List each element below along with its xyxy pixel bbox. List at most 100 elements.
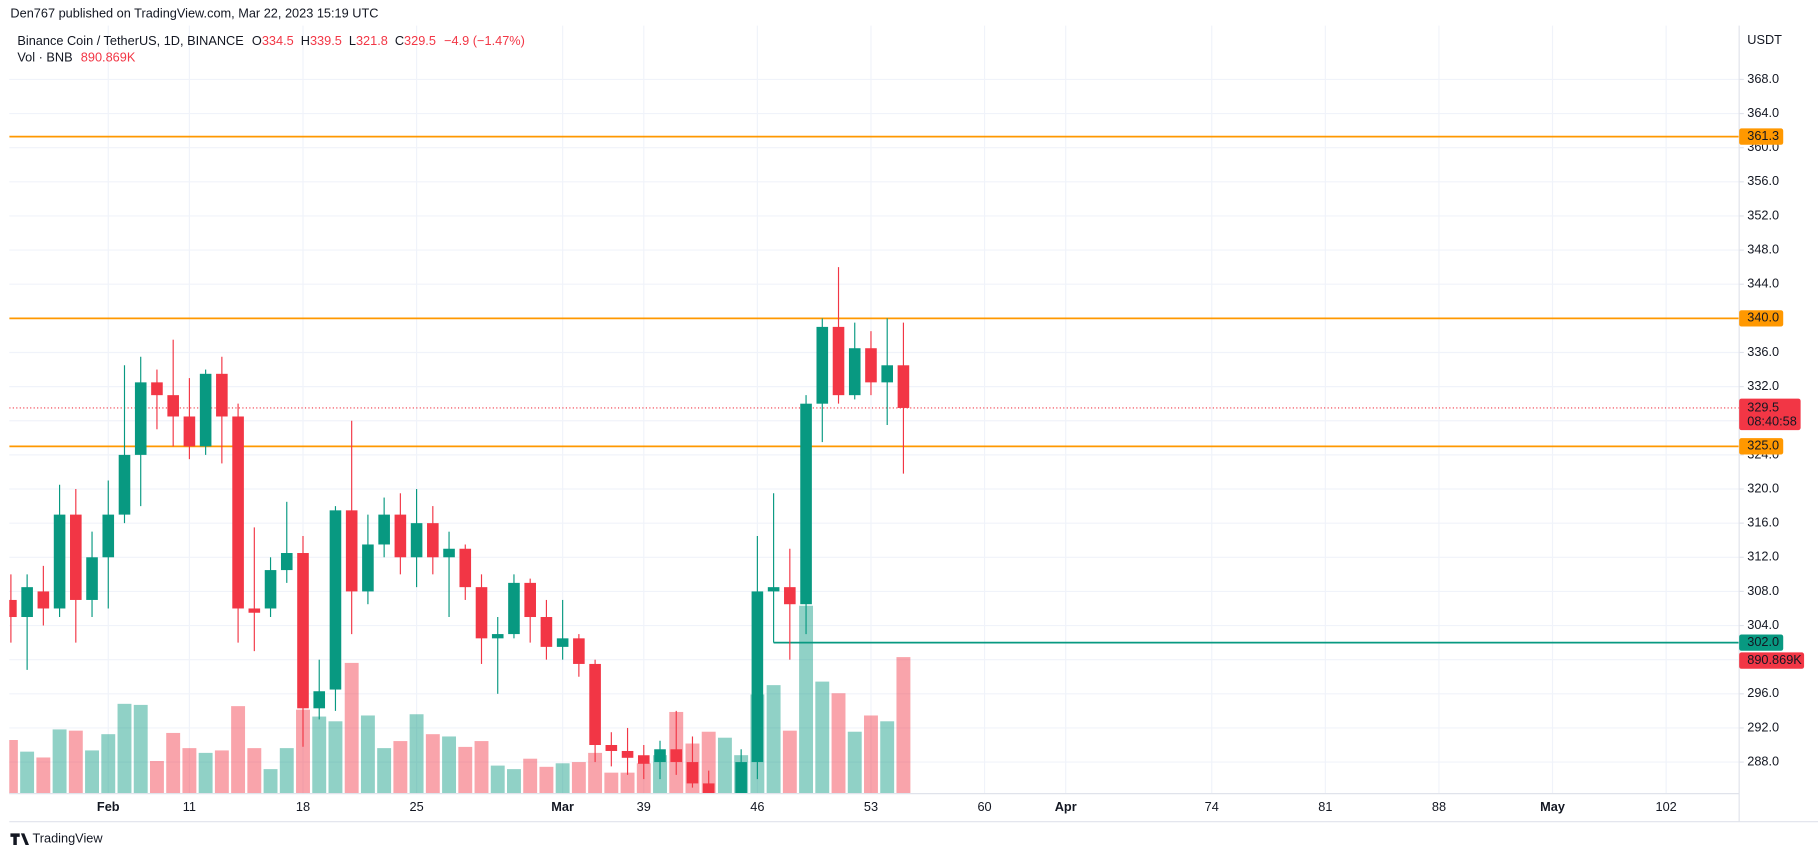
candle-body [524, 582, 536, 618]
volume-bar [571, 762, 586, 794]
volume-bar [458, 746, 473, 794]
candle-body [297, 553, 309, 709]
volume-bar [36, 757, 51, 794]
candle-body [345, 510, 358, 592]
volume-bar [182, 748, 197, 794]
volume-bar [328, 721, 343, 794]
candle-body [410, 523, 423, 558]
volume-bar [360, 715, 375, 794]
candle-body [800, 403, 812, 605]
candle-body [459, 548, 472, 588]
volume-bar [896, 657, 911, 794]
o-label: O [252, 33, 262, 48]
candle-body [394, 514, 407, 558]
y-tick-label: 296.0 [1747, 685, 1779, 700]
y-tick-label: 336.0 [1747, 344, 1779, 359]
candle-body [151, 382, 163, 396]
volume-bar [588, 752, 603, 794]
o-value: 334.5 [262, 33, 294, 48]
volume-bar [101, 734, 116, 794]
publisher: Den767 published on TradingView.com, Mar… [10, 5, 378, 20]
x-tick-label: 46 [750, 799, 764, 814]
volume-bar [701, 731, 716, 794]
y-tick-label: 288.0 [1747, 753, 1779, 768]
x-tick-label: 53 [864, 799, 878, 814]
candle-body [832, 326, 845, 396]
volume-bar [20, 751, 35, 794]
candle-body [491, 634, 504, 639]
candle-body [232, 416, 244, 609]
volume-layer [9, 605, 911, 794]
candle-body [21, 587, 33, 618]
candle-body [621, 750, 634, 758]
c-label: C [395, 33, 404, 48]
volume-bar [766, 685, 781, 794]
level-label-box [1739, 634, 1784, 651]
axis-labels: 288.0292.0296.0300.0304.0308.0312.0316.0… [97, 71, 1805, 814]
y-tick-label: 320.0 [1747, 480, 1779, 495]
level-label: 361.3 [1747, 128, 1779, 143]
candle-body [134, 382, 147, 455]
volume-bar [507, 769, 521, 794]
price-label: 329.5 [1747, 399, 1779, 414]
volume-bar [442, 736, 457, 794]
x-tick-label: 74 [1205, 799, 1219, 814]
volume-label: 890.869K [1747, 652, 1802, 667]
y-tick-label: 356.0 [1747, 173, 1779, 188]
change: −4.9 (−1.47%) [444, 33, 525, 48]
volume-bar [133, 704, 148, 794]
x-tick-label: 102 [1656, 799, 1677, 814]
candle-body [264, 570, 277, 609]
level-label-box [1739, 310, 1784, 327]
level-label-box [1739, 128, 1784, 145]
candle-body [848, 348, 861, 396]
countdown: 08:40:58 [1747, 413, 1797, 428]
candle-body [573, 638, 585, 664]
volume-legend: Vol · BNB 890.869K [17, 50, 135, 65]
volume-bar [9, 740, 18, 794]
candle-body [897, 365, 910, 408]
x-tick-label: 11 [183, 799, 196, 814]
volume-bar [717, 737, 732, 794]
x-tick-label: 39 [637, 799, 651, 814]
candle-body [751, 591, 764, 763]
volume-bar [831, 693, 846, 794]
candle-body [702, 783, 715, 794]
x-tick-label: May [1540, 799, 1566, 814]
symbol-title: Binance Coin / TetherUS, 1D, BINANCE [17, 33, 243, 48]
brand: TradingView [32, 831, 103, 846]
volume-bar [377, 748, 392, 794]
candle-body [183, 416, 196, 447]
candle-body [37, 591, 50, 609]
volume-bar [263, 769, 278, 794]
volume-bar [425, 734, 440, 794]
candle-body [637, 755, 650, 764]
candle-body [70, 514, 82, 600]
volume-bar [555, 763, 570, 794]
volume-bar [864, 715, 878, 794]
volume-bar [880, 721, 895, 794]
l-value: 321.8 [356, 33, 388, 48]
brand-logo [10, 833, 29, 845]
y-tick-label: 332.0 [1747, 378, 1779, 393]
candle-body [9, 599, 17, 618]
candle-body [216, 373, 228, 417]
candle-body [118, 454, 131, 515]
candle-body [540, 617, 553, 647]
candle-body [443, 548, 455, 558]
candle-body [556, 638, 569, 647]
price-label-box [1739, 398, 1801, 431]
volume-bar [620, 772, 635, 794]
volume-bar [149, 760, 164, 794]
candle-body [816, 326, 829, 404]
volume-bar [52, 729, 67, 794]
candle-body [508, 582, 520, 635]
x-tick-label: 60 [977, 799, 991, 814]
y-tick-label: 304.0 [1747, 617, 1779, 632]
currency: USDT [1747, 32, 1782, 47]
y-tick-label: 312.0 [1747, 549, 1779, 564]
volume-title: Vol · BNB [17, 50, 72, 65]
volume-bar [409, 714, 424, 794]
